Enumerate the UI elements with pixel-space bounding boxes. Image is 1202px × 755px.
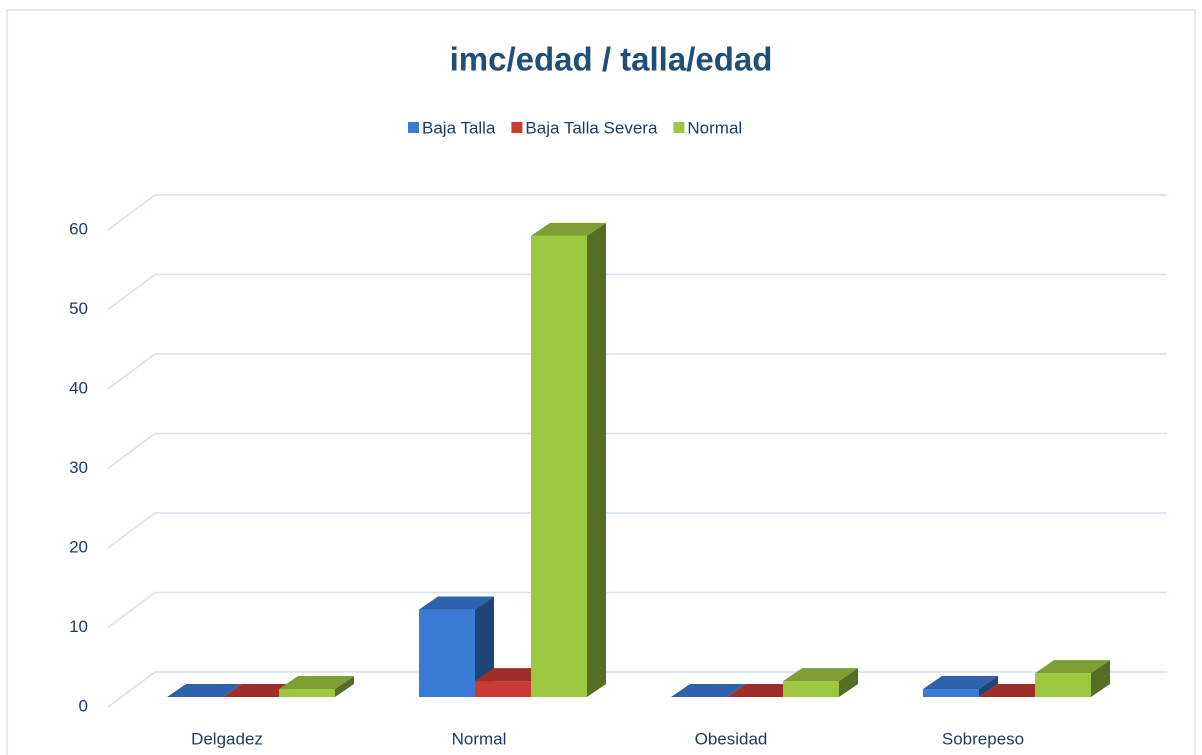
y-tick-label: 50 bbox=[69, 299, 88, 318]
y-tick-label: 60 bbox=[69, 219, 88, 238]
y-tick-label: 0 bbox=[79, 696, 88, 715]
bar-side bbox=[587, 222, 606, 697]
bar bbox=[279, 689, 335, 697]
legend-swatch bbox=[408, 122, 419, 133]
bar-top bbox=[783, 668, 858, 682]
x-tick-label: Delgadez bbox=[191, 729, 263, 748]
bar-side bbox=[1091, 660, 1110, 697]
y-tick-label: 40 bbox=[69, 378, 88, 397]
y-tick-label: 20 bbox=[69, 537, 88, 556]
x-tick-label: Normal bbox=[452, 729, 507, 748]
bar-top bbox=[923, 676, 998, 690]
bar bbox=[923, 689, 979, 697]
y-tick-label: 30 bbox=[69, 458, 88, 477]
bar-top bbox=[1035, 660, 1110, 674]
bar-side bbox=[839, 668, 858, 697]
legend-swatch bbox=[511, 122, 523, 133]
bar-top bbox=[279, 676, 354, 690]
bar bbox=[783, 681, 839, 697]
bar bbox=[475, 681, 531, 697]
grid-line bbox=[107, 194, 1167, 231]
grid-line bbox=[107, 353, 1167, 390]
legend-label: Normal bbox=[687, 118, 742, 137]
y-tick-label: 10 bbox=[69, 617, 88, 636]
grid-line bbox=[107, 591, 1167, 629]
legend-label: Baja Talla bbox=[422, 118, 496, 137]
grid-line bbox=[107, 432, 1167, 470]
x-tick-label: Sobrepeso bbox=[942, 729, 1024, 748]
x-tick-label: Obesidad bbox=[695, 729, 768, 748]
bar-side bbox=[979, 676, 998, 697]
bar bbox=[419, 609, 475, 697]
bar-top bbox=[419, 596, 494, 610]
grid-line bbox=[107, 512, 1167, 549]
chart-title: imc/edad / talla/edad bbox=[450, 41, 773, 78]
bar bbox=[1035, 673, 1091, 697]
bar-top bbox=[167, 684, 242, 697]
bar-top bbox=[531, 222, 606, 236]
legend-label: Baja Talla Severa bbox=[525, 118, 658, 137]
bar-side bbox=[335, 676, 354, 697]
grid-line bbox=[107, 273, 1167, 311]
bar-top bbox=[671, 684, 746, 697]
bar bbox=[531, 235, 587, 697]
legend-swatch bbox=[673, 122, 685, 133]
